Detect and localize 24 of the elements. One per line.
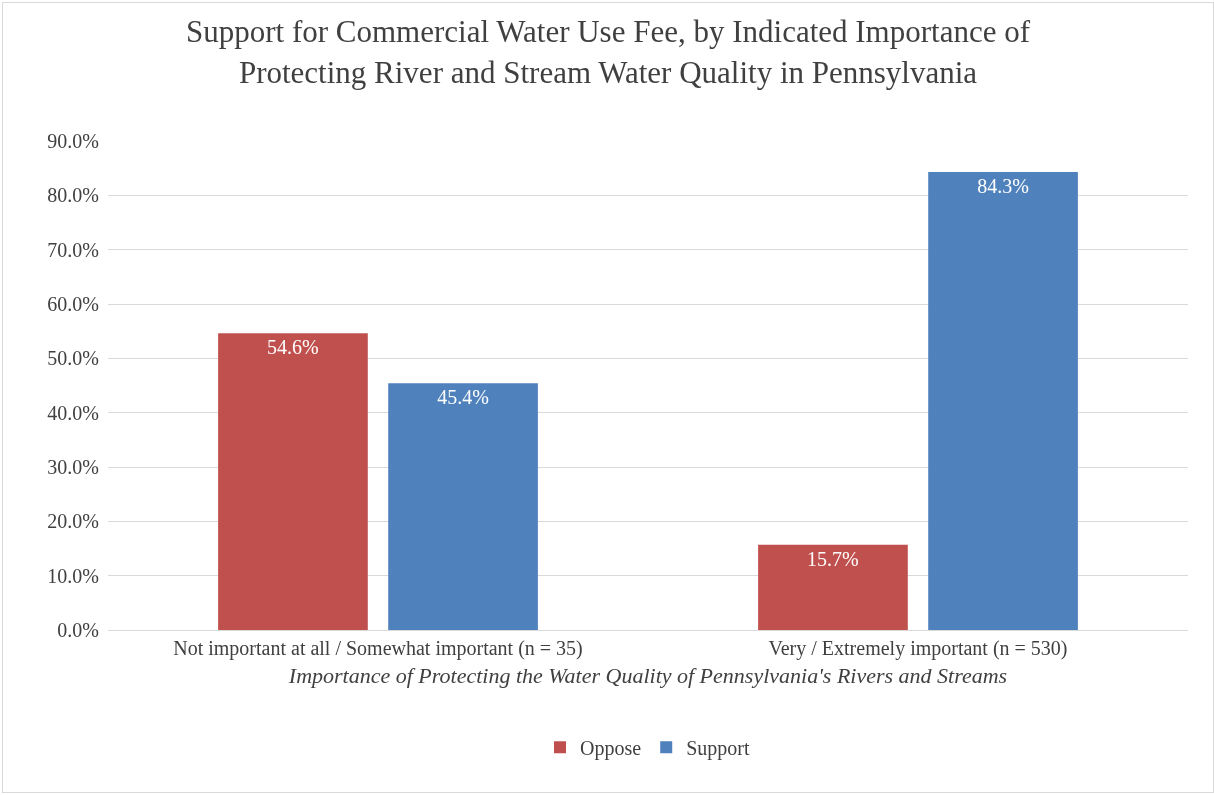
legend-label: Oppose [580, 737, 642, 761]
y-tick-label: 60.0% [47, 293, 99, 315]
x-tick-label: Very / Extremely important (n = 530) [768, 637, 1068, 660]
y-tick-label: 90.0% [47, 130, 99, 152]
bar [218, 333, 368, 630]
chart-title: Support for Commercial Water Use Fee, by Indicated Importance of Protecting River and Stream Water Quality in Pennsylvania [186, 14, 1031, 90]
y-tick-label: 40.0% [47, 401, 99, 424]
data-label: 54.6% [267, 336, 319, 359]
y-tick-label: 50.0% [47, 347, 99, 370]
y-tick-label: 20.0% [47, 510, 99, 533]
data-label: 84.3% [977, 174, 1029, 197]
y-tick-label: 10.0% [47, 564, 99, 587]
bar [928, 171, 1078, 630]
y-tick-label: 80.0% [47, 184, 99, 207]
x-axis-title: Importance of Protecting the Water Quality of Pennsylvania's Rivers and Streams [287, 662, 1008, 688]
x-tick-label: Not important at all / Somewhat important (n = 35) [173, 637, 583, 660]
bar [388, 383, 538, 630]
y-tick-label: 70.0% [47, 238, 99, 261]
y-tick-label: 30.0% [47, 456, 99, 478]
y-tick-label: 0.0% [57, 619, 99, 641]
bar [758, 544, 908, 630]
legend-label: Support [686, 737, 751, 761]
data-label: 15.7% [807, 547, 859, 570]
data-label: 45.4% [437, 386, 489, 409]
